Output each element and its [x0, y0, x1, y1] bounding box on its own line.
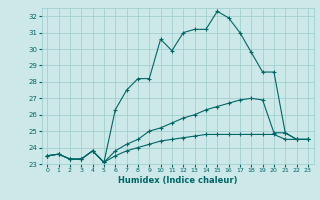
X-axis label: Humidex (Indice chaleur): Humidex (Indice chaleur): [118, 176, 237, 185]
